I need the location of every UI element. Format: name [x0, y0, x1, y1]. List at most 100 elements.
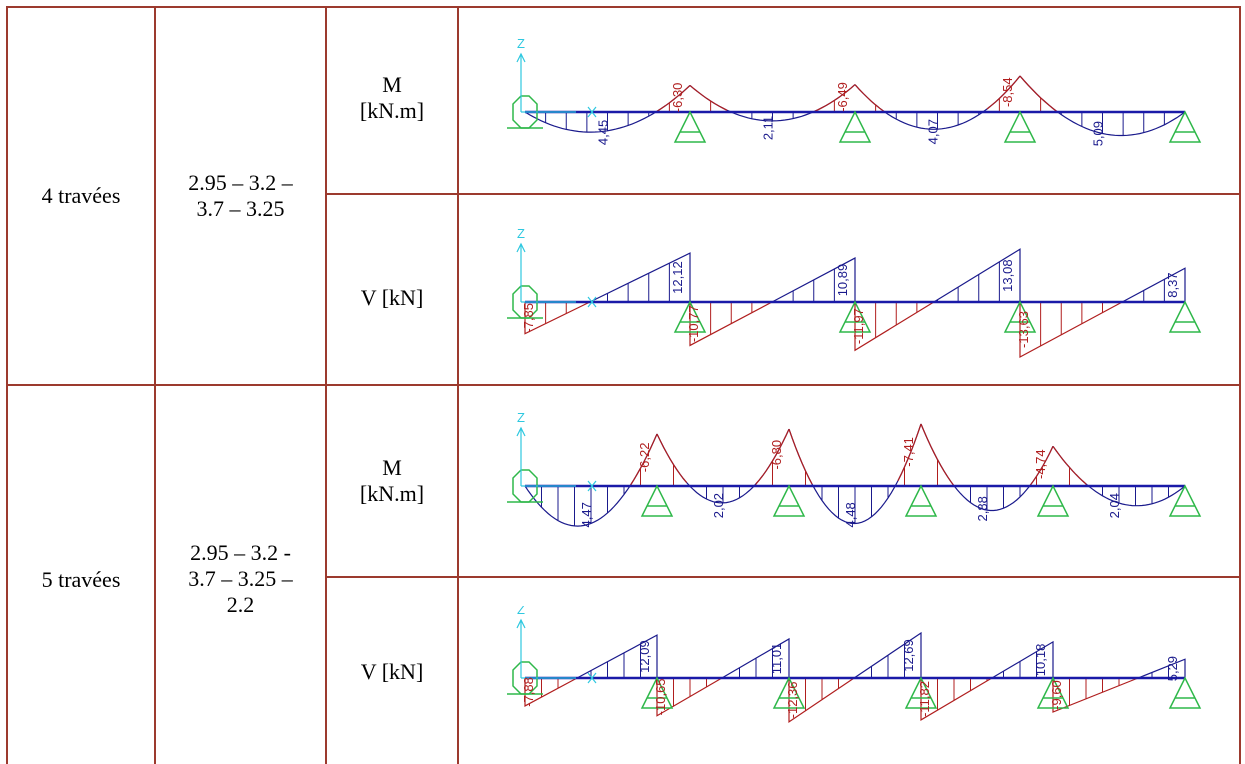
pinned-support-icon	[1168, 110, 1202, 143]
shear-positive-area	[576, 634, 658, 679]
fixed-support-icon	[512, 285, 538, 319]
moment-curve-negative	[897, 423, 922, 482]
shear-value-negative: -11,97	[851, 308, 866, 344]
pinned-support-icon	[640, 484, 674, 517]
shear-value-negative: -7,85	[521, 303, 536, 333]
moment-value-negative: -6,22	[637, 443, 652, 473]
z-axis-arrow	[516, 426, 526, 437]
shear-value-positive: 12,69	[901, 639, 916, 672]
pinned-support-icon	[1003, 110, 1037, 143]
table-border-inner-1	[325, 193, 1241, 195]
row-label: 5 travées	[41, 567, 121, 592]
span-lengths: 2.95 – 3.2 – 3.7 – 3.25	[156, 170, 325, 222]
x-axis-label-icon	[587, 480, 597, 492]
quantity-label: M [kN.m]	[359, 72, 425, 123]
shear-negative-area	[524, 301, 591, 335]
moment-curve-negative	[1019, 75, 1058, 113]
moment-curve-negative	[986, 75, 1021, 110]
shear-positive-area	[933, 248, 1021, 303]
row-label: 4 travées	[41, 183, 121, 208]
shear-value-positive: 12,12	[670, 261, 685, 294]
fixed-support-icon	[512, 661, 538, 695]
shear-value-positive: 8,37	[1165, 272, 1180, 297]
moment-value-positive: 2,11	[761, 116, 776, 140]
moment-curve-negative	[1029, 446, 1054, 487]
z-axis-label: Z	[517, 36, 525, 51]
z-axis-arrow	[516, 242, 526, 253]
moment-value-positive: 2,88	[975, 496, 990, 521]
pinned-support-icon	[1168, 484, 1202, 517]
pinned-support-icon	[1168, 676, 1202, 709]
moment-value-negative: -4,74	[1033, 449, 1048, 479]
z-axis-label: Z	[517, 410, 525, 425]
shear-value-positive: 12,09	[637, 640, 652, 673]
x-axis-label-icon	[587, 106, 597, 118]
shear-value-negative: -9,60	[1049, 680, 1064, 710]
x-axis-label-icon	[587, 296, 597, 308]
pinned-support-icon	[673, 300, 707, 333]
z-axis-arrow	[516, 618, 526, 629]
pinned-support-icon	[673, 110, 707, 143]
moment-value-positive: 4,47	[579, 502, 594, 527]
table-border-col-2	[325, 6, 327, 764]
moment-curve-negative	[788, 428, 813, 485]
span-line: 3.7 – 3.25 –	[188, 566, 293, 591]
z-axis-arrow	[516, 52, 526, 63]
moment-value-positive: 2,02	[711, 493, 726, 518]
moment-value-positive: 4,45	[596, 120, 611, 145]
moment-value-negative: -6,49	[835, 82, 850, 112]
shear-negative-area	[788, 677, 855, 723]
pinned-support-icon	[1036, 676, 1070, 709]
table-border-left	[6, 6, 8, 764]
z-axis-label: Z	[517, 226, 525, 241]
pinned-support-icon	[1168, 300, 1202, 333]
table-border-row-divider	[6, 384, 1241, 386]
shear-positive-area	[771, 257, 856, 303]
shear-negative-area	[854, 301, 935, 352]
shear-value-positive: 13,08	[1000, 259, 1015, 292]
fixed-support-icon	[512, 95, 538, 129]
pinned-support-icon	[1036, 484, 1070, 517]
moment-curve-negative	[755, 428, 790, 485]
moment-curve-negative	[813, 84, 856, 113]
moment-value-negative: -7,41	[901, 437, 916, 467]
span-lengths: 2.95 – 3.2 - 3.7 – 3.25 – 2.2	[156, 540, 325, 618]
shear-value-negative: -10,77	[686, 305, 701, 342]
table-border-inner-2	[325, 576, 1241, 578]
shear-positive-area	[853, 631, 922, 679]
moment-value-negative: -8,54	[1000, 77, 1015, 107]
quantity-label: V [kN]	[360, 285, 424, 310]
shear-value-positive: 10,89	[835, 264, 850, 297]
moment-value-negative: -6,80	[769, 440, 784, 470]
quantity-label: V [kN]	[360, 659, 424, 684]
moment-diagram-5-spans: Z 4,47 -6,22 2,02 -6,80 4,48 -7,41 2,88 -4,74 2,0…	[507, 410, 1202, 528]
table-border-col-3	[457, 6, 459, 764]
shear-negative-area	[920, 677, 993, 721]
moment-curve-negative	[656, 84, 691, 112]
shear-value-negative: -11,82	[917, 681, 932, 717]
span-line: 2.2	[226, 592, 255, 617]
pinned-support-icon	[904, 676, 938, 709]
shear-value-positive: 5,29	[1165, 656, 1180, 681]
shear-positive-area	[1137, 658, 1186, 679]
moment-value-negative: -6,30	[670, 83, 685, 113]
shear-negative-area	[656, 677, 723, 717]
shear-positive-area	[991, 640, 1054, 679]
shear-negative-area	[689, 301, 773, 347]
shear-value-positive: 11,01	[769, 643, 784, 675]
shear-diagram-5-spans: Z -7,88 12,09-10,65 11,01-12,36 12,69-11,82 1…	[507, 606, 1202, 723]
pinned-support-icon	[904, 484, 938, 517]
pinned-support-icon	[640, 676, 674, 709]
span-line: 2.95 – 3.2 –	[188, 170, 293, 195]
table-border-right	[1239, 6, 1241, 764]
fixed-support-icon	[512, 469, 538, 503]
moment-curve-negative	[656, 433, 688, 483]
moment-curve-negative	[854, 84, 885, 112]
moment-diagram-4-spans: Z 4,45 -6,30 2,11 -6,49 4,07 -8,54 5,09	[507, 36, 1202, 146]
moment-value-positive: 5,09	[1091, 121, 1106, 146]
table-border-col-1	[154, 6, 156, 764]
span-line: 2.95 – 3.2 -	[190, 540, 291, 565]
pinned-support-icon	[1003, 300, 1037, 333]
moment-curve-negative	[1052, 445, 1087, 485]
moment-value-positive: 4,07	[926, 119, 941, 144]
